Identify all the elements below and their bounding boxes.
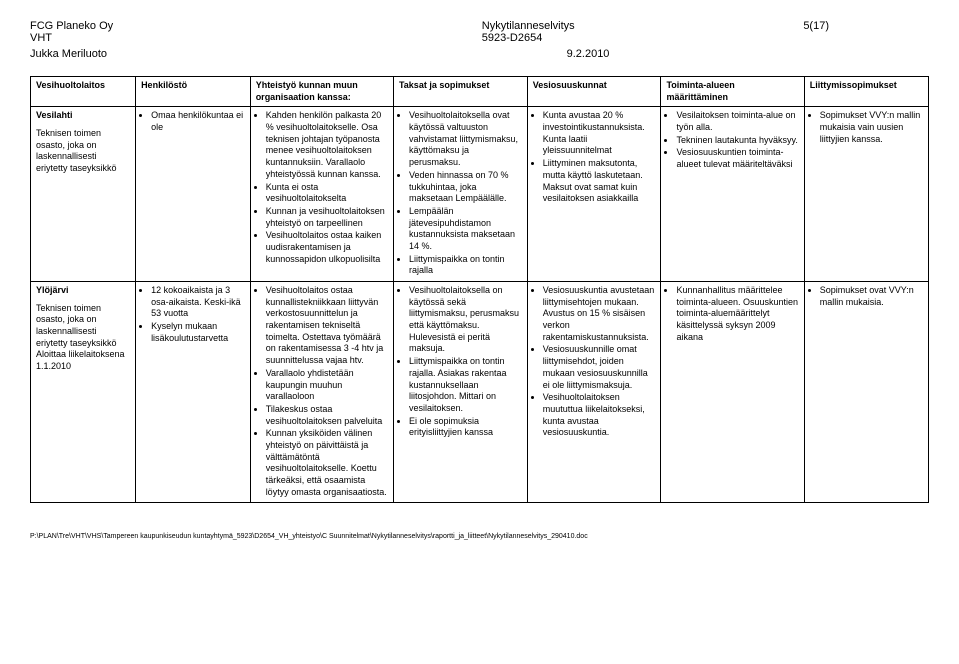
cell-list: Vesiosuuskuntia avustetaan liittymisehto… <box>533 285 656 439</box>
list-item: Vesihuoltolaitoksella ovat käytössä valt… <box>409 110 522 168</box>
list-item: Kunnanhallitus määrittelee toiminta-alue… <box>676 285 798 343</box>
list-item: Varallaolo yhdistetään kaupungin muuhun … <box>266 368 388 403</box>
cell-list: 12 kokoaikaista ja 3 osa-aikaista. Keski… <box>141 285 245 344</box>
cell-list: Kahden henkilön palkasta 20 % vesihuolto… <box>256 110 388 265</box>
list-item: Kunnan yksiköiden välinen yhteistyö on p… <box>266 428 388 498</box>
cell-list: Vesihuoltolaitoksella on käytössä sekä l… <box>399 285 522 439</box>
list-item: Kunta avustaa 20 % investointikustannuks… <box>543 110 656 157</box>
company-sub: VHT <box>30 32 52 44</box>
header-title-block: Nykytilanneselvitys 5923-D2654 <box>482 20 575 44</box>
cell: Vesihuoltolaitos ostaa kunnallistekniikk… <box>250 282 393 503</box>
list-item: Vesilaitoksen toiminta-alue on työn alla… <box>676 110 798 133</box>
page-number: 5(17) <box>803 20 829 44</box>
cell-list: Vesilaitoksen toiminta-alue on työn alla… <box>666 110 798 170</box>
cell-list: Vesihuoltolaitos ostaa kunnallistekniikk… <box>256 285 388 498</box>
list-item: Liittymispaikka on tontin rajalla <box>409 254 522 277</box>
list-item: Kahden henkilön palkasta 20 % vesihuolto… <box>266 110 388 180</box>
cell: Vesihuoltolaitoksella on käytössä sekä l… <box>393 282 527 503</box>
list-item: Vesihuoltolaitos ostaa kunnallistekniikk… <box>266 285 388 367</box>
list-item: Sopimukset VVY:n mallin mukaisia vain uu… <box>820 110 923 145</box>
row-desc: Teknisen toimen osasto, joka on laskenna… <box>36 303 130 373</box>
list-item: 12 kokoaikaista ja 3 osa-aikaista. Keski… <box>151 285 245 320</box>
row-name: Ylöjärvi <box>36 285 69 295</box>
table-row: Vesilahti Teknisen toimen osasto, joka on… <box>31 107 929 282</box>
table-header-row: Vesihuoltolaitos Henkilöstö Yhteistyö ku… <box>31 77 929 107</box>
col-header-0: Vesihuoltolaitos <box>31 77 136 107</box>
row-name-cell: Vesilahti Teknisen toimen osasto, joka on… <box>31 107 136 282</box>
cell: Vesiosuuskuntia avustetaan liittymisehto… <box>527 282 661 503</box>
col-header-6: Liittymissopimukset <box>804 77 928 107</box>
list-item: Omaa henkilökuntaa ei ole <box>151 110 245 133</box>
list-item: Vesiosuuskuntien toiminta-alueet tulevat… <box>676 147 798 170</box>
doc-title: Nykytilanneselvitys <box>482 20 575 32</box>
list-item: Kunta ei osta vesihuoltolaitokselta <box>266 182 388 205</box>
cell: Sopimukset VVY:n mallin mukaisia vain uu… <box>804 107 928 282</box>
cell: Vesilaitoksen toiminta-alue on työn alla… <box>661 107 804 282</box>
cell: Omaa henkilökuntaa ei ole <box>136 107 251 282</box>
cell-list: Kunta avustaa 20 % investointikustannuks… <box>533 110 656 205</box>
list-item: Kunnan ja vesihuoltolaitoksen yhteistyö … <box>266 206 388 229</box>
cell: Kahden henkilön palkasta 20 % vesihuolto… <box>250 107 393 282</box>
col-header-2: Yhteistyö kunnan muun organisaation kans… <box>250 77 393 107</box>
row-name: Vesilahti <box>36 110 73 120</box>
cell-list: Sopimukset VVY:n mallin mukaisia vain uu… <box>810 110 923 145</box>
col-header-1: Henkilöstö <box>136 77 251 107</box>
header-company: FCG Planeko Oy VHT <box>30 20 113 44</box>
row-name-cell: Ylöjärvi Teknisen toimen osasto, joka on … <box>31 282 136 503</box>
row-desc: Teknisen toimen osasto, joka on laskenna… <box>36 128 130 175</box>
list-item: Vesiosuuskunnille omat liittymisehdot, j… <box>543 344 656 391</box>
cell-list: Vesihuoltolaitoksella ovat käytössä valt… <box>399 110 522 277</box>
cell: Sopimukset ovat VVY:n mallin mukaisia. <box>804 282 928 503</box>
list-item: Tekninen lautakunta hyväksyy. <box>676 135 798 147</box>
page-subheader: Jukka Meriluoto 9.2.2010 <box>30 48 929 60</box>
cell: Kunta avustaa 20 % investointikustannuks… <box>527 107 661 282</box>
list-item: Kyselyn mukaan lisäkoulutustarvetta <box>151 321 245 344</box>
list-item: Vesiosuuskuntia avustetaan liittymisehto… <box>543 285 656 343</box>
footer-path: P:\PLAN\Tre\VHT\VHS\Tampereen kaupunkise… <box>30 533 929 540</box>
col-header-5: Toiminta-alueen määrittäminen <box>661 77 804 107</box>
author-name: Jukka Meriluoto <box>30 48 107 60</box>
list-item: Vesihuoltolaitoksella on käytössä sekä l… <box>409 285 522 355</box>
list-item: Veden hinnassa on 70 % tukkuhintaa, joka… <box>409 170 522 205</box>
table-body: Vesilahti Teknisen toimen osasto, joka on… <box>31 107 929 503</box>
main-table: Vesihuoltolaitos Henkilöstö Yhteistyö ku… <box>30 76 929 503</box>
list-item: Liittymispaikka on tontin rajalla. Asiak… <box>409 356 522 414</box>
list-item: Sopimukset ovat VVY:n mallin mukaisia. <box>820 285 923 308</box>
cell: Vesihuoltolaitoksella ovat käytössä valt… <box>393 107 527 282</box>
col-header-3: Taksat ja sopimukset <box>393 77 527 107</box>
doc-date: 9.2.2010 <box>567 48 610 60</box>
list-item: Vesihuoltolaitoksen muututtua liikelaito… <box>543 392 656 439</box>
list-item: Liittyminen maksutonta, mutta käyttö las… <box>543 158 656 205</box>
col-header-4: Vesiosuuskunnat <box>527 77 661 107</box>
cell-list: Sopimukset ovat VVY:n mallin mukaisia. <box>810 285 923 308</box>
list-item: Vesihuoltolaitos ostaa kaiken uudisraken… <box>266 230 388 265</box>
cell-list: Omaa henkilökuntaa ei ole <box>141 110 245 133</box>
cell: Kunnanhallitus määrittelee toiminta-alue… <box>661 282 804 503</box>
cell: 12 kokoaikaista ja 3 osa-aikaista. Keski… <box>136 282 251 503</box>
page-header: FCG Planeko Oy VHT Nykytilanneselvitys 5… <box>30 20 929 44</box>
list-item: Tilakeskus ostaa vesihuoltolaitoksen pal… <box>266 404 388 427</box>
list-item: Ei ole sopimuksia erityisliittyjien kans… <box>409 416 522 439</box>
list-item: Lempäälän jätevesipuhdistamon kustannuks… <box>409 206 522 253</box>
doc-number: 5923-D2654 <box>482 32 543 44</box>
company-name: FCG Planeko Oy <box>30 20 113 32</box>
cell-list: Kunnanhallitus määrittelee toiminta-alue… <box>666 285 798 343</box>
table-row: Ylöjärvi Teknisen toimen osasto, joka on … <box>31 282 929 503</box>
